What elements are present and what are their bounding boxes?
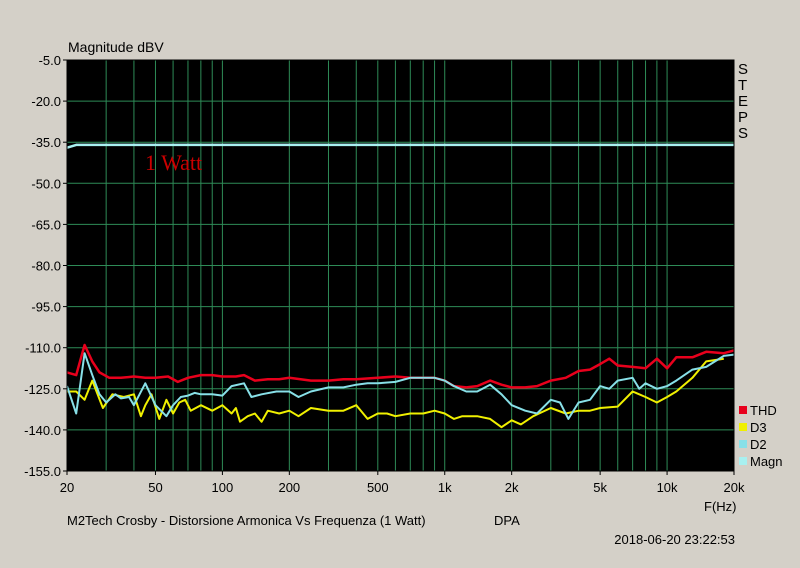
legend-swatch xyxy=(739,423,747,431)
x-axis-label: F(Hz) xyxy=(704,499,737,514)
legend-swatch xyxy=(739,457,747,465)
right-axis-letter: S xyxy=(738,125,748,142)
legend-label: THD xyxy=(750,403,777,418)
x-tick-label: 20k xyxy=(724,480,745,495)
y-tick-label: -125.0 xyxy=(24,382,61,397)
footer-timestamp: 2018-06-20 23:22:53 xyxy=(614,532,735,547)
x-tick-label: 5k xyxy=(593,480,607,495)
right-axis-letter: P xyxy=(738,109,748,126)
x-tick-label: 100 xyxy=(212,480,234,495)
x-tick-label: 200 xyxy=(278,480,300,495)
grid-lines xyxy=(67,60,734,471)
x-tick-label: 500 xyxy=(367,480,389,495)
legend-label: Magn xyxy=(750,454,783,469)
series-line-d3 xyxy=(67,357,724,429)
series-line-magn xyxy=(66,143,734,149)
chart-title: Magnitude dBV xyxy=(68,39,164,55)
y-tick-label: -95.0 xyxy=(31,300,61,315)
legend-swatch xyxy=(739,406,747,414)
y-tick-label: -140.0 xyxy=(24,423,61,438)
y-tick-label: -35.0 xyxy=(31,135,61,150)
y-tick-label: -5.0 xyxy=(39,53,61,68)
right-axis-letter: E xyxy=(738,93,748,110)
x-axis-ticks: 20 50 100 200 500 1k 2k 5k 10k 20k xyxy=(60,471,745,495)
y-tick-label: -20.0 xyxy=(31,94,61,109)
series-layer xyxy=(66,143,735,429)
series-line-thd xyxy=(66,343,735,389)
x-tick-label: 1k xyxy=(438,480,452,495)
y-tick-label: -155.0 xyxy=(24,464,61,479)
right-axis-letter: S xyxy=(738,61,748,78)
footer-source: DPA xyxy=(494,513,520,528)
legend-label: D3 xyxy=(750,420,767,435)
y-tick-label: -80.0 xyxy=(31,259,61,274)
y-tick-label: -50.0 xyxy=(31,176,61,191)
series-line-d2 xyxy=(66,352,735,420)
legend: THD D3 D2 Magn xyxy=(739,403,783,469)
x-tick-label: 2k xyxy=(505,480,519,495)
x-tick-label: 50 xyxy=(148,480,162,495)
x-tick-label: 10k xyxy=(657,480,678,495)
y-tick-label: -65.0 xyxy=(31,217,61,232)
legend-label: D2 xyxy=(750,437,767,452)
y-axis-ticks: -5.0 -20.0 -35.0 -50.0 -65.0 -80.0 -95.0 -110.0… xyxy=(24,53,67,479)
annotation-label: 1 Watt xyxy=(145,150,202,175)
right-axis-letter: T xyxy=(738,77,747,94)
legend-swatch xyxy=(739,440,747,448)
y-tick-label: -110.0 xyxy=(25,341,61,356)
x-tick-label: 20 xyxy=(60,480,74,495)
footer-caption: M2Tech Crosby - Distorsione Armonica Vs … xyxy=(67,513,426,528)
